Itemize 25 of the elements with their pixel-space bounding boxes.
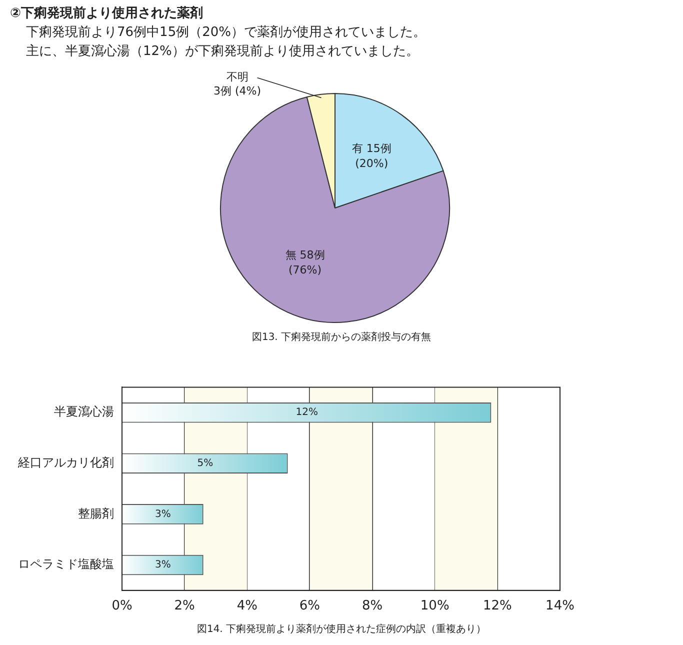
y-tick-label: 半夏瀉心湯 xyxy=(54,404,114,419)
y-tick-label: ロペラミド塩酸塩 xyxy=(18,557,114,572)
caption: 図13. 下痢発現前からの薬剤投与の有無 xyxy=(250,330,432,344)
data-label: 3例 (4%) xyxy=(213,84,262,98)
x-tick-label: 4% xyxy=(236,598,258,614)
text: ②下痢発現前より使用された薬剤 xyxy=(10,4,204,22)
x-tick-label: 6% xyxy=(299,598,320,614)
data-label: 5% xyxy=(197,458,214,469)
x-tick-label: 0% xyxy=(112,598,132,614)
data-label: 3% xyxy=(154,508,171,520)
x-tick-label: 12% xyxy=(482,598,512,614)
slice-label: 有 15例 (20%) xyxy=(352,142,392,170)
x-tick-label: 8% xyxy=(362,598,383,614)
slice-label: 無 58例 (76%) xyxy=(285,248,325,277)
slice-label: 不明 xyxy=(226,70,248,84)
x-tick-label: 10% xyxy=(420,598,450,614)
x-tick-label: 2% xyxy=(174,598,195,614)
data-label: 12% xyxy=(296,407,318,418)
y-tick-label: 整腸剤 xyxy=(78,506,114,520)
data-label: 3% xyxy=(154,560,171,571)
x-tick-label: 14% xyxy=(546,598,574,614)
text: 主に、半夏瀉心湯（12%）が下痢発現前より使用されていました。 xyxy=(26,43,419,60)
caption: 図14. 下痢発現前より薬剤が使用された症例の内訳（重複あり） xyxy=(196,622,488,636)
chart-subtitle: 下痢発現前より76例中15例（20%）で薬剤が使用されていました。 xyxy=(26,24,426,42)
y-tick-label: 経口アルカリ化剤 xyxy=(17,456,114,470)
